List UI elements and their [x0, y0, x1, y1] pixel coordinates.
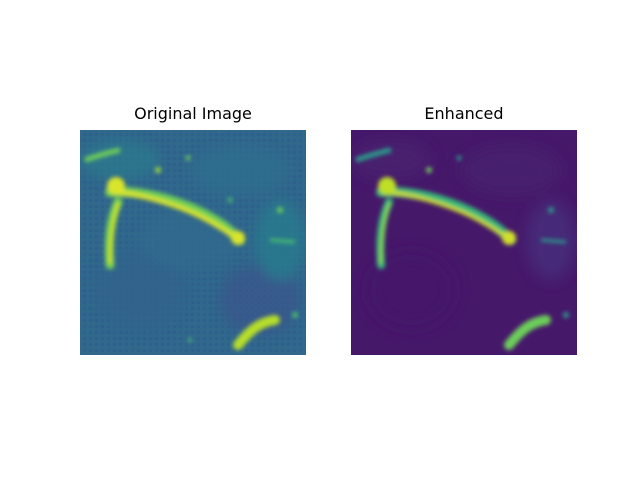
enhanced-image — [351, 130, 577, 355]
original-image-graphic — [80, 130, 306, 355]
enhanced-image-title: Enhanced — [424, 104, 504, 123]
original-image — [80, 130, 306, 355]
enhanced-image-graphic — [351, 130, 577, 355]
original-image-panel: Original Image — [80, 104, 306, 355]
original-image-title: Original Image — [134, 104, 252, 123]
enhanced-image-panel: Enhanced — [351, 104, 577, 355]
